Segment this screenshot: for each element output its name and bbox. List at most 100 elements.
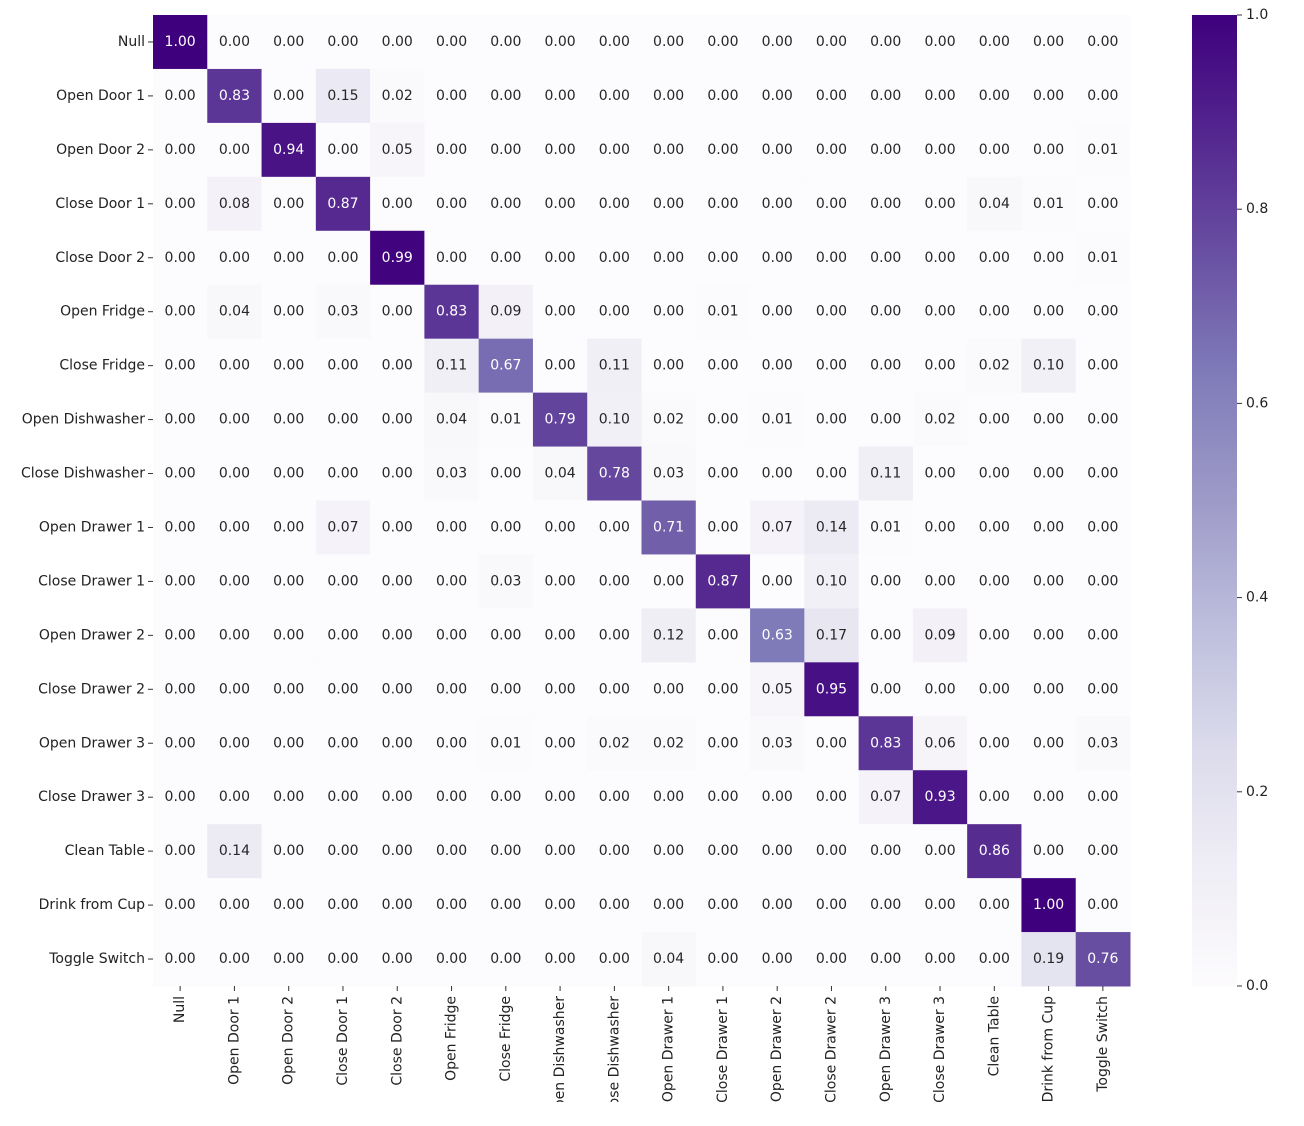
cell-label: 0.00 xyxy=(653,196,684,212)
cell xyxy=(912,824,968,879)
cell-label: 0.00 xyxy=(273,735,304,751)
x-tick-label: Close Dishwasher xyxy=(606,996,622,1120)
cell xyxy=(858,716,914,771)
cell-label: 0.00 xyxy=(653,88,684,104)
x-tick-label: Open Drawer 1 xyxy=(661,996,677,1102)
cell xyxy=(1075,284,1131,340)
cell xyxy=(750,446,805,501)
cell-label: 0.00 xyxy=(544,843,575,859)
cell-label: 0.00 xyxy=(165,466,196,482)
cell xyxy=(315,122,371,178)
cell-label: 0.00 xyxy=(436,196,467,212)
cell xyxy=(1021,662,1077,717)
cell xyxy=(641,824,697,879)
cell-label: 0.00 xyxy=(544,196,575,212)
cell xyxy=(315,284,371,340)
cell-label: 0.01 xyxy=(762,412,793,428)
cell xyxy=(858,932,914,987)
cell-label: 0.00 xyxy=(870,88,901,104)
cell-label: 0.00 xyxy=(979,412,1010,428)
cell xyxy=(370,716,425,771)
cell xyxy=(641,500,697,555)
cell-label: 0.00 xyxy=(490,88,521,104)
cell xyxy=(153,338,208,394)
cell-label: 0.00 xyxy=(436,951,467,967)
cell-label: 0.00 xyxy=(1087,358,1118,374)
cell xyxy=(912,770,968,825)
cell xyxy=(478,284,534,340)
cell-label: 0.14 xyxy=(219,843,250,859)
cell xyxy=(1075,15,1131,70)
colorbar xyxy=(1192,15,1237,986)
cell xyxy=(750,662,805,717)
cell xyxy=(695,230,751,286)
cell-label: 0.00 xyxy=(327,735,358,751)
cell-label: 0.09 xyxy=(490,304,521,320)
cell-label: 0.00 xyxy=(544,358,575,374)
cell xyxy=(967,15,1022,70)
colorbar-tick-label: 0.6 xyxy=(1246,395,1268,411)
cell-label: 0.00 xyxy=(490,627,521,643)
cell-label: 0.00 xyxy=(219,412,250,428)
cell-label: 0.01 xyxy=(490,735,521,751)
cell-label: 0.01 xyxy=(1087,142,1118,158)
cell-label: 0.00 xyxy=(979,681,1010,697)
cell-label: 0.00 xyxy=(1033,250,1064,266)
cell-label: 0.00 xyxy=(382,358,413,374)
cell xyxy=(478,878,534,933)
cell xyxy=(153,824,208,879)
cell-label: 0.99 xyxy=(382,250,413,266)
cell-label: 0.00 xyxy=(979,897,1010,913)
cell-label: 0.00 xyxy=(219,358,250,374)
cell-label: 0.00 xyxy=(979,304,1010,320)
x-labels: Null Open Door 1 Open Door 2 Close Door 1 Cl… xyxy=(172,996,1111,1120)
cell-label: 0.00 xyxy=(762,358,793,374)
cell xyxy=(641,446,697,501)
cell xyxy=(587,770,642,825)
cell xyxy=(424,230,480,286)
y-tick-label: Close Dishwasher xyxy=(21,466,145,482)
cell-label: 0.00 xyxy=(436,519,467,535)
cell xyxy=(804,68,860,124)
cell-label: 0.00 xyxy=(653,789,684,805)
cell-label: 0.00 xyxy=(436,843,467,859)
cell-label: 0.00 xyxy=(273,466,304,482)
cell xyxy=(261,284,317,340)
cell-label: 0.02 xyxy=(924,412,955,428)
cell-label: 0.67 xyxy=(490,358,521,374)
cell xyxy=(424,608,480,663)
cell xyxy=(695,716,751,771)
cell xyxy=(587,716,642,771)
cell-label: 0.71 xyxy=(653,519,684,535)
x-tick-label: Open Door 1 xyxy=(226,996,242,1085)
cell-label: 0.00 xyxy=(653,681,684,697)
cell xyxy=(587,230,642,286)
cell-label: 0.00 xyxy=(436,789,467,805)
cell xyxy=(750,878,805,933)
cell-label: 0.00 xyxy=(219,735,250,751)
cell-label: 0.14 xyxy=(816,519,847,535)
cell-label: 0.00 xyxy=(1087,466,1118,482)
cell xyxy=(804,554,860,609)
cell xyxy=(1021,932,1077,987)
cell xyxy=(1075,68,1131,124)
cell xyxy=(587,932,642,987)
cell xyxy=(478,176,534,232)
cell xyxy=(370,284,425,340)
cell xyxy=(153,932,208,987)
cell-label: 0.00 xyxy=(219,681,250,697)
cell-label: 0.00 xyxy=(382,735,413,751)
cell-label: 0.00 xyxy=(599,196,630,212)
cell-label: 0.00 xyxy=(979,789,1010,805)
cell-label: 0.03 xyxy=(653,466,684,482)
cell-label: 0.00 xyxy=(219,627,250,643)
cell-label: 0.00 xyxy=(653,843,684,859)
cell-label: 0.00 xyxy=(924,681,955,697)
cell-label: 0.00 xyxy=(165,573,196,589)
cell xyxy=(207,15,263,70)
cell xyxy=(641,878,697,933)
cell xyxy=(750,500,805,555)
cell xyxy=(1075,932,1131,987)
cell-label: 0.00 xyxy=(165,681,196,697)
